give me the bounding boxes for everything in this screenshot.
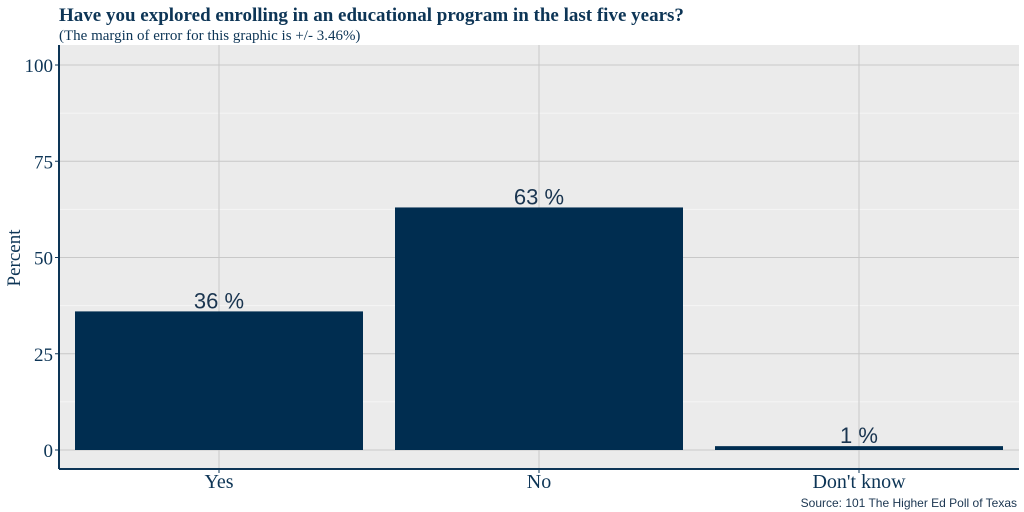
data-label: 63 %: [514, 184, 564, 209]
y-tick-label: 75: [34, 152, 53, 173]
bar-yes: [75, 311, 363, 450]
data-label: 1 %: [840, 423, 878, 448]
y-tick-labels: 0 25 50 75 100: [25, 56, 59, 462]
y-axis-label: Percent: [4, 229, 25, 287]
source-note: Source: 101 The Higher Ed Poll of Texas: [801, 496, 1017, 510]
data-labels: 36 % 63 % 1 %: [194, 184, 878, 448]
chart-subtitle: (The margin of error for this graphic is…: [59, 28, 360, 44]
x-tick-label: No: [527, 471, 551, 493]
chart-title: Have you explored enrolling in an educat…: [59, 5, 684, 26]
y-tick-label: 100: [25, 56, 54, 77]
x-tick-label: Don't know: [812, 471, 906, 493]
bars: [75, 207, 1003, 450]
x-tick-labels: Yes No Don't know: [204, 469, 906, 493]
y-tick-label: 0: [44, 441, 54, 462]
y-tick-label: 50: [34, 249, 53, 270]
bar-no: [395, 207, 683, 450]
y-tick-label: 25: [34, 345, 53, 366]
x-tick-label: Yes: [204, 471, 233, 493]
data-label: 36 %: [194, 288, 244, 313]
bar-don-t-know: [715, 446, 1003, 450]
